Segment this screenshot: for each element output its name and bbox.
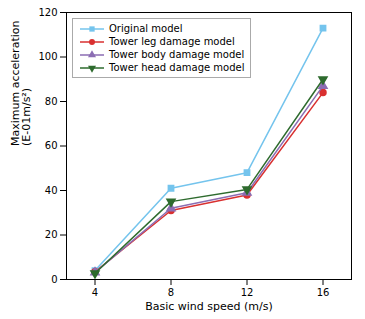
- svg-text:120: 120: [38, 7, 57, 18]
- svg-text:Maximum acceleration(E-01m/s²): Maximum acceleration(E-01m/s²): [9, 21, 33, 146]
- html-text:Original model: Original model: [109, 23, 183, 34]
- svg-text:0: 0: [51, 274, 57, 285]
- svg-text:12: 12: [241, 287, 254, 298]
- html-text:Tower head damage model: Tower head damage model: [109, 62, 245, 73]
- html-text:Tower body damage model: Tower body damage model: [109, 49, 245, 60]
- svg-text:4: 4: [92, 287, 98, 298]
- svg-text:100: 100: [38, 51, 57, 62]
- svg-text:40: 40: [45, 185, 58, 196]
- svg-text:8: 8: [168, 287, 174, 298]
- svg-text:20: 20: [45, 229, 58, 240]
- svg-text:60: 60: [45, 140, 58, 151]
- svg-text:16: 16: [317, 287, 330, 298]
- svg-text:Basic wind speed (m/s): Basic wind speed (m/s): [145, 300, 273, 313]
- svg-text:80: 80: [45, 96, 58, 107]
- html-text:Tower leg damage model: Tower leg damage model: [109, 36, 235, 47]
